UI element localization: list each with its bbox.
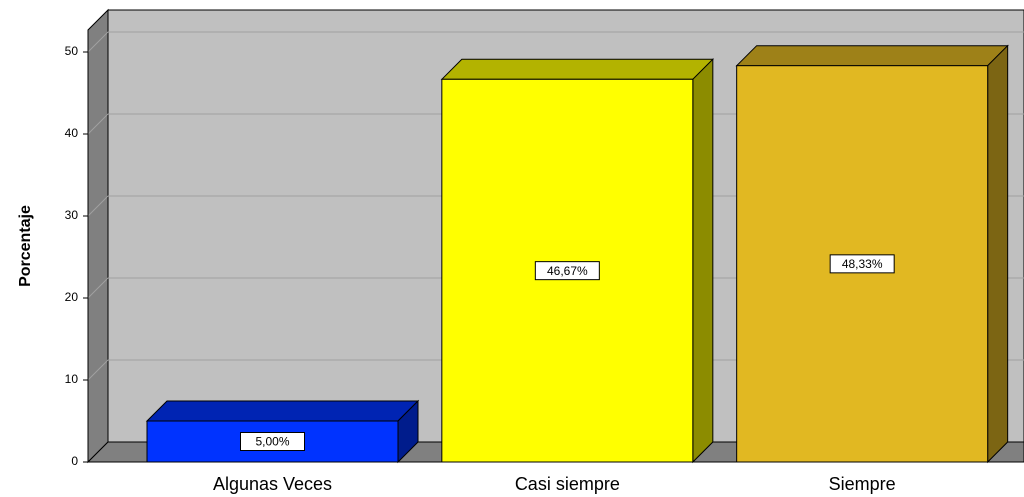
- y-axis-label: Porcentaje: [17, 205, 34, 287]
- y-tick-label: 20: [65, 290, 79, 304]
- value-label: 48,33%: [842, 257, 883, 271]
- bar-top: [440, 58, 715, 80]
- x-tick-label: Casi siempre: [515, 474, 620, 494]
- grid-line: [87, 195, 109, 217]
- value-label: 46,67%: [547, 264, 588, 278]
- bar-top: [145, 400, 420, 422]
- y-tick-label: 10: [65, 372, 79, 386]
- grid-line: [87, 277, 109, 299]
- bar-top: [735, 45, 1009, 67]
- x-tick-label: Algunas Veces: [213, 474, 332, 494]
- value-label: 5,00%: [255, 435, 289, 449]
- bar-side: [692, 58, 714, 464]
- grid-line: [87, 31, 109, 53]
- value-label-box: [534, 261, 600, 281]
- x-tick-label: Siempre: [829, 474, 896, 494]
- value-label-box: [829, 254, 895, 274]
- value-label-box: [240, 432, 305, 451]
- bar-side: [987, 44, 1009, 464]
- y-tick-label: 40: [65, 126, 79, 140]
- y-tick-label: 30: [65, 208, 79, 222]
- side-wall: [87, 8, 109, 464]
- grid-line: [87, 359, 109, 381]
- grid-line: [87, 113, 109, 135]
- y-tick-label: 0: [71, 454, 78, 468]
- y-tick-label: 50: [65, 44, 79, 58]
